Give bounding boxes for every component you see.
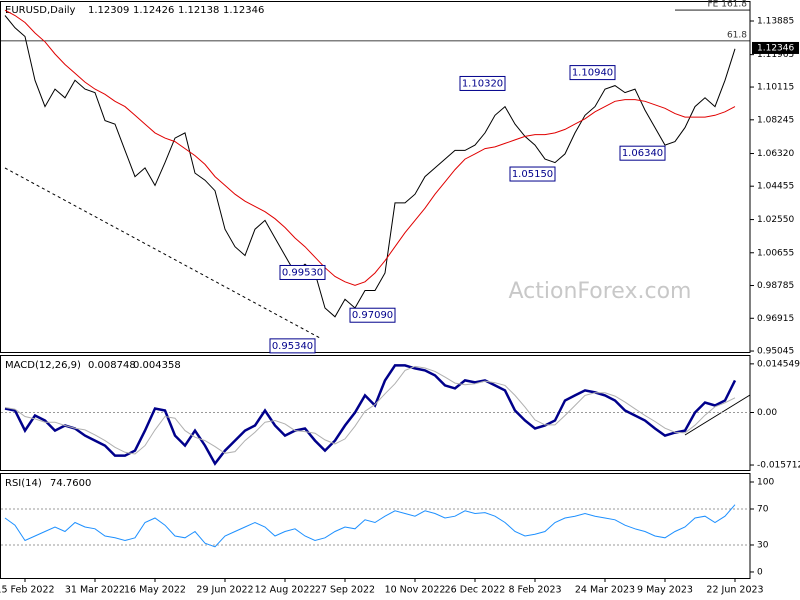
y-tick-label: -0.015712: [757, 461, 800, 471]
y-tick-label: 1.10115: [757, 83, 794, 93]
x-tick-label: 16 May 2022: [124, 585, 186, 596]
y-tick-label: 0.00: [757, 408, 777, 418]
y-tick-label: 0: [757, 567, 763, 577]
price-label-box: [509, 166, 556, 182]
series-line: [4, 9, 736, 286]
x-tick-label: 26 Dec 2022: [445, 585, 506, 596]
level-label: FE 161.8: [708, 0, 748, 10]
x-tick-label: 22 Jun 2023: [706, 585, 763, 596]
series-line: [4, 365, 736, 455]
x-tick-label: 8 Feb 2023: [508, 585, 561, 596]
y-tick-label: 1.11965: [757, 50, 794, 60]
price-label: 1.10320: [462, 78, 503, 89]
y-tick-label: 70: [757, 504, 769, 514]
x-tick-label: 10 Nov 2022: [385, 585, 446, 596]
x-tick-label: 29 Jun 2022: [196, 585, 253, 596]
x-tick-label: 31 Mar 2022: [65, 585, 125, 596]
x-tick-label: 15 Feb 2022: [0, 585, 55, 596]
watermark: ActionForex.com: [509, 279, 692, 304]
price-label: 1.06340: [622, 148, 663, 159]
close: 1.12346: [223, 5, 264, 16]
low: 1.12138: [178, 5, 219, 16]
macd-title: MACD(12,26,9): [5, 360, 81, 371]
series-line: [4, 15, 736, 318]
price-label: 0.95340: [272, 341, 313, 352]
y-tick-label: 0.95045: [757, 347, 794, 357]
last-price-box: [752, 41, 799, 54]
y-tick-label: 0.98785: [757, 281, 794, 291]
price-panel: [0, 1, 751, 353]
x-tick-label: 12 Aug 2022: [255, 585, 316, 596]
y-tick-label: 100: [757, 478, 774, 488]
y-tick-label: 0.014549: [757, 359, 800, 369]
price-label-box: [349, 307, 396, 323]
series-line: [4, 364, 737, 466]
y-tick-label: 1.02550: [757, 215, 794, 225]
price-label-box: [569, 65, 616, 81]
series-line: [4, 504, 736, 548]
y-tick-label: 1.06320: [757, 149, 794, 159]
y-tick-label: 1.13885: [757, 17, 794, 27]
y-tick-label: 1.04455: [757, 182, 794, 192]
x-tick-label: 24 Mar 2023: [575, 585, 635, 596]
macd-value: 0.008748: [88, 360, 136, 371]
price-label-box: [619, 145, 666, 161]
price-label: 0.97090: [352, 310, 393, 321]
symbol-title: EURUSD,Daily: [5, 5, 76, 16]
price-label-box: [459, 75, 506, 91]
y-tick-label: 30: [757, 540, 769, 550]
macd-signal: 0.004358: [133, 360, 181, 371]
price-label-box: [279, 264, 326, 280]
price-label-box: [269, 338, 316, 354]
level-label: 61.8: [727, 30, 747, 40]
price-label: 1.05150: [512, 169, 553, 180]
y-tick-label: 0.96915: [757, 314, 794, 324]
last-price-label: 1.12346: [757, 43, 794, 53]
rsi-value: 74.7600: [50, 478, 91, 489]
macd-trend-line: [684, 394, 751, 436]
x-tick-label: 27 Sep 2022: [315, 585, 375, 596]
rsi-panel: [0, 473, 751, 579]
y-tick-label: 1.08245: [757, 115, 794, 125]
macd-panel: [0, 355, 751, 471]
price-label: 0.99530: [282, 267, 323, 278]
high: 1.12426: [133, 5, 174, 16]
x-tick-label: 9 May 2023: [637, 585, 693, 596]
price-label: 1.10940: [572, 68, 613, 79]
open: 1.12309: [88, 5, 129, 16]
y-tick-label: 1.00655: [757, 248, 794, 258]
rsi-title: RSI(14): [5, 478, 42, 489]
